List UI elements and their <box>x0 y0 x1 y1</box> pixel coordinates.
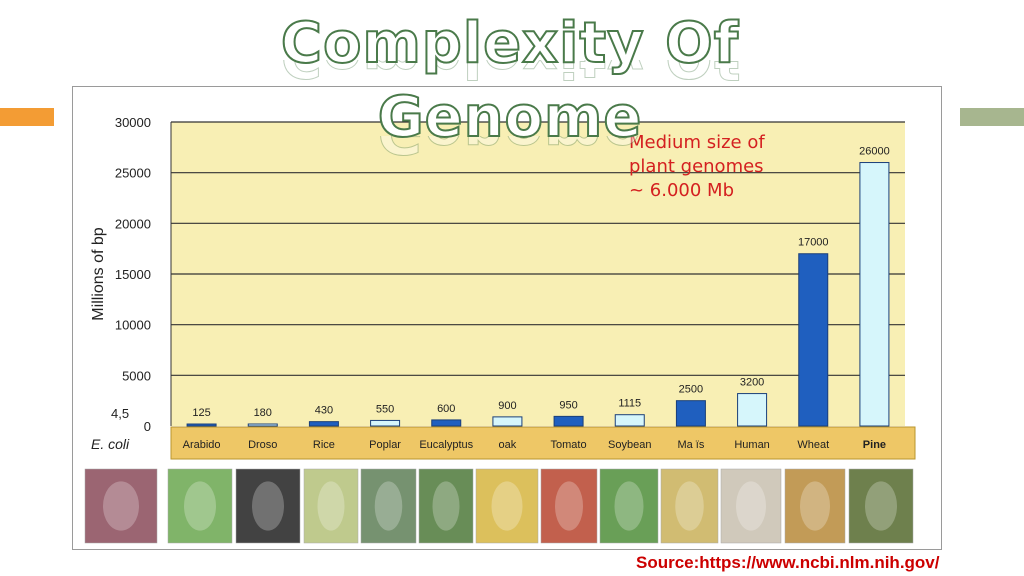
bar-value-label: 950 <box>559 399 577 411</box>
thumbnail-frame <box>84 468 158 544</box>
y-tick-label: 15000 <box>115 267 151 282</box>
bar-value-label: 180 <box>254 407 272 419</box>
bar-human <box>737 393 768 427</box>
bar-oak <box>492 416 523 427</box>
annotation-line: ~ 6.000 Mb <box>629 180 734 201</box>
slide-title-line-1: Complexity Of <box>200 11 820 76</box>
y-tick-label: 5000 <box>122 368 151 383</box>
thumbnail-frame <box>720 468 782 544</box>
y-axis-label: Millions of bp <box>90 227 107 320</box>
thumbnail-highlight <box>317 481 345 531</box>
eucalyptus-tree-icon <box>418 468 474 544</box>
y-tick-label: 10000 <box>115 318 151 333</box>
tomato-plant-icon <box>540 468 598 544</box>
category-label: Soybean <box>608 439 651 451</box>
title-text-1: Complexity Of <box>280 11 740 76</box>
thumbnail-highlight <box>555 481 583 531</box>
thumbnail-highlight <box>103 481 139 531</box>
soybean-leaves-icon <box>599 468 659 544</box>
bar-pine <box>859 162 890 427</box>
ecoli-value-label: 4,5 <box>111 406 129 421</box>
thumbnail-frame <box>848 468 914 544</box>
y-tick-label: 30000 <box>115 115 151 130</box>
thumbnail-frame <box>540 468 598 544</box>
category-label: Tomato <box>551 439 587 451</box>
bar-value-label: 17000 <box>798 237 829 249</box>
bar-value-label: 550 <box>376 403 394 415</box>
thumbnail-frame <box>167 468 233 544</box>
bar-rice <box>308 421 339 427</box>
bar-value-label: 3200 <box>740 377 764 389</box>
thumbnail-frame <box>418 468 474 544</box>
bar-value-label: 125 <box>192 407 210 419</box>
thumbnail-highlight <box>865 481 897 531</box>
category-label: Droso <box>248 439 277 451</box>
bar-value-label: 26000 <box>859 146 890 158</box>
bar-tomato <box>553 415 584 427</box>
category-label: Poplar <box>369 439 401 451</box>
oak-tree-icon <box>475 468 539 544</box>
bar-soybean <box>614 414 645 427</box>
y-tick-label: 25000 <box>115 166 151 181</box>
thumbnail-frame <box>660 468 719 544</box>
category-label: Arabido <box>183 439 221 451</box>
annotation-line: Medium size of <box>629 132 765 153</box>
ecoli-label: E. coli <box>91 436 130 452</box>
thumbnail-highlight <box>374 481 403 531</box>
arabidopsis-plant-icon <box>167 468 233 544</box>
pine-tree-icon <box>848 468 914 544</box>
human-figure-icon <box>720 468 782 544</box>
y-tick-label: 20000 <box>115 216 151 231</box>
category-label-band <box>170 426 916 460</box>
annotation-line: plant genomes <box>629 156 764 177</box>
category-label: Ma ïs <box>677 439 704 451</box>
bar-value-label: 600 <box>437 403 455 415</box>
maize-cob-icon <box>660 468 719 544</box>
bar-droso <box>247 423 278 427</box>
left-accent-bar <box>0 108 54 126</box>
thumbnail-frame <box>235 468 301 544</box>
genome-size-bar-chart: 0 5000 10000 15000 20000 25000 30000 Millions o… <box>84 115 916 544</box>
thumbnail-frame <box>360 468 417 544</box>
bar-wheat <box>798 253 829 427</box>
thumbnail-frame <box>303 468 359 544</box>
thumbnail-highlight <box>252 481 284 531</box>
y-tick-label: 0 <box>144 419 151 434</box>
thumbnail-highlight <box>614 481 644 531</box>
slide-title-line-2: Genome <box>200 85 820 150</box>
title-text-2: Genome <box>377 85 643 150</box>
thumbnail-highlight <box>736 481 766 531</box>
category-label: Wheat <box>797 439 829 451</box>
category-label: Human <box>734 439 769 451</box>
poplar-tree-icon <box>360 468 417 544</box>
wheat-ears-icon <box>784 468 846 544</box>
ecoli-bacteria-icon <box>84 468 158 544</box>
thumbnail-frame <box>784 468 846 544</box>
bar-ma-s <box>675 400 706 427</box>
category-label: oak <box>499 439 517 451</box>
thumbnail-highlight <box>800 481 830 531</box>
drosophila-fly-icon <box>235 468 301 544</box>
thumbnail-highlight <box>184 481 216 531</box>
rice-plant-icon <box>303 468 359 544</box>
category-label: Eucalyptus <box>419 439 473 451</box>
right-accent-bar <box>960 108 1024 126</box>
thumbnail-frame <box>599 468 659 544</box>
bar-poplar <box>370 419 401 427</box>
thumbnail-highlight <box>432 481 460 531</box>
bar-value-label: 2500 <box>679 384 703 396</box>
bar-value-label: 900 <box>498 400 516 412</box>
category-label: Rice <box>313 439 335 451</box>
bar-value-label: 430 <box>315 405 333 417</box>
thumbnail-highlight <box>675 481 704 531</box>
bar-arabido <box>186 423 217 427</box>
category-label: Pine <box>863 439 886 451</box>
chart-figure: 0 5000 10000 15000 20000 25000 30000 Millions o… <box>72 86 942 550</box>
source-citation: Source:https://www.ncbi.nlm.nih.gov/ <box>636 553 940 572</box>
bar-eucalyptus <box>431 419 462 427</box>
thumbnail-highlight <box>491 481 523 531</box>
bar-value-label: 1115 <box>618 398 641 410</box>
thumbnail-frame <box>475 468 539 544</box>
